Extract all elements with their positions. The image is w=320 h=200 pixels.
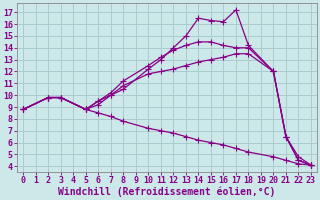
X-axis label: Windchill (Refroidissement éolien,°C): Windchill (Refroidissement éolien,°C) [58,187,276,197]
